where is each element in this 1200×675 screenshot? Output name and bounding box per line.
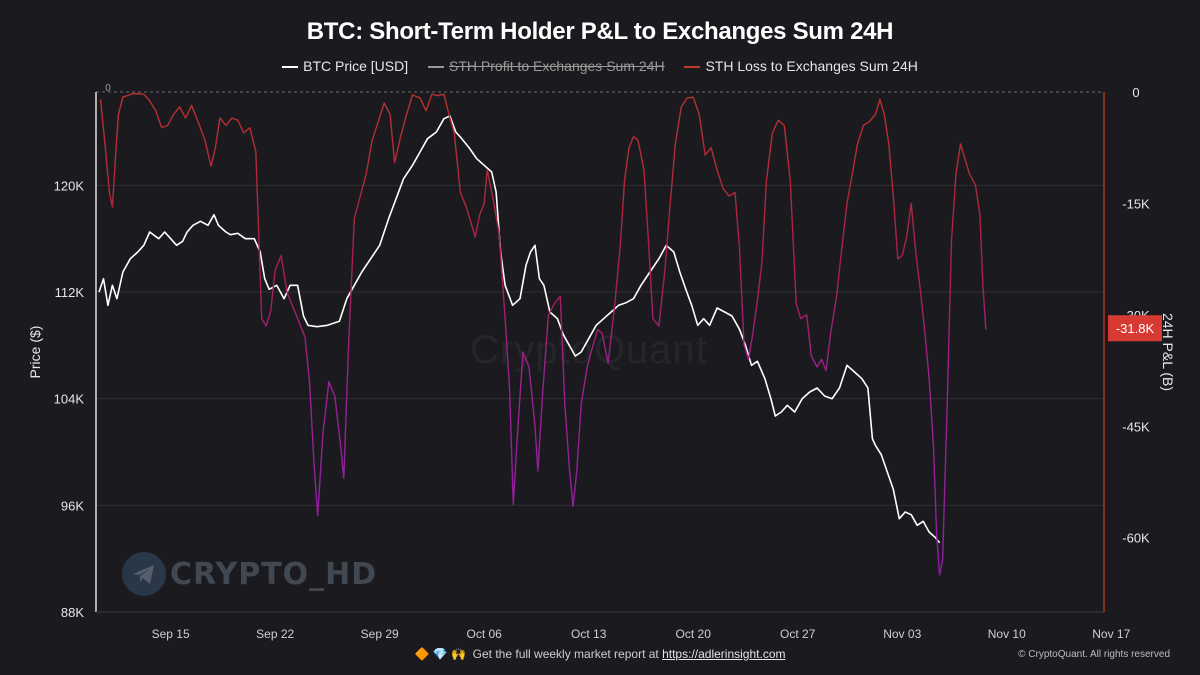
x-tick-label: Nov 10 [988,627,1026,641]
footer-text: Get the full weekly market report at [472,647,659,661]
legend-label-sth-profit: STH Profit to Exchanges Sum 24H [449,58,665,74]
zero-inline-label: 0 [105,83,111,94]
chart-series [98,92,987,576]
chart-grid [96,91,1104,613]
current-value-badge [1108,315,1162,342]
x-tick-label: Oct 27 [780,627,816,641]
legend-item-sth-loss[interactable]: STH Loss to Exchanges Sum 24H [684,58,918,74]
x-tick-label: Sep 15 [152,627,190,641]
legend-swatch-btc-price [282,66,299,69]
right-tick-label: 0 [1132,85,1139,100]
current-value-label: -31.8K [1116,321,1155,336]
series-line-btc-price [98,115,941,544]
chart-axes [95,92,1105,613]
legend-label-sth-loss: STH Loss to Exchanges Sum 24H [705,58,918,74]
x-tick-label: Nov 03 [883,627,921,641]
x-tick-label: Oct 06 [467,627,503,641]
right-tick-label: -45K [1122,419,1150,434]
chart-title: BTC: Short-Term Holder P&L to Exchanges … [306,18,894,45]
legend-swatch-sth-profit [428,66,445,69]
legend-item-btc-price[interactable]: BTC Price [USD] [282,58,408,74]
series-line-sth-loss [99,92,987,576]
right-axis-title: 24H P&L (B) [1160,313,1176,391]
left-axis-title: Price ($) [27,326,43,379]
chart-legend: BTC Price [USD] STH Profit to Exchanges … [0,58,1200,74]
left-tick-label: 96K [61,498,84,513]
footer-link[interactable]: https://adlerinsight.com [662,647,786,661]
x-tick-label: Oct 13 [571,627,607,641]
legend-label-btc-price: BTC Price [USD] [303,58,409,74]
x-tick-label: Sep 22 [256,627,294,641]
copyright-credit: © CryptoQuant. All rights reserved [1018,649,1170,660]
x-tick-label: Nov 17 [1092,627,1130,641]
right-tick-label: -15K [1122,196,1150,211]
x-tick-label: Oct 20 [676,627,712,641]
legend-swatch-sth-loss [684,66,701,69]
footer-banner: 🔶 💎 🙌 Get the full weekly market report … [0,647,1200,661]
left-tick-label: 104K [54,392,85,407]
x-tick-label: Sep 29 [361,627,399,641]
footer-icons: 🔶 💎 🙌 [414,647,467,661]
crypto-hd-watermark: CRYPTO_HD [122,552,377,596]
chart-axis-labels: 88K96K104K112K120K0-15K-30K-45K-60K0Sep … [27,83,1176,641]
left-tick-label: 88K [61,605,84,620]
crypto-hd-watermark-text: CRYPTO_HD [170,556,378,592]
right-tick-label: -60K [1122,531,1150,546]
legend-item-sth-profit[interactable]: STH Profit to Exchanges Sum 24H [428,58,665,74]
left-tick-label: 112K [55,285,85,300]
telegram-icon [122,552,166,596]
left-tick-label: 120K [54,178,85,193]
